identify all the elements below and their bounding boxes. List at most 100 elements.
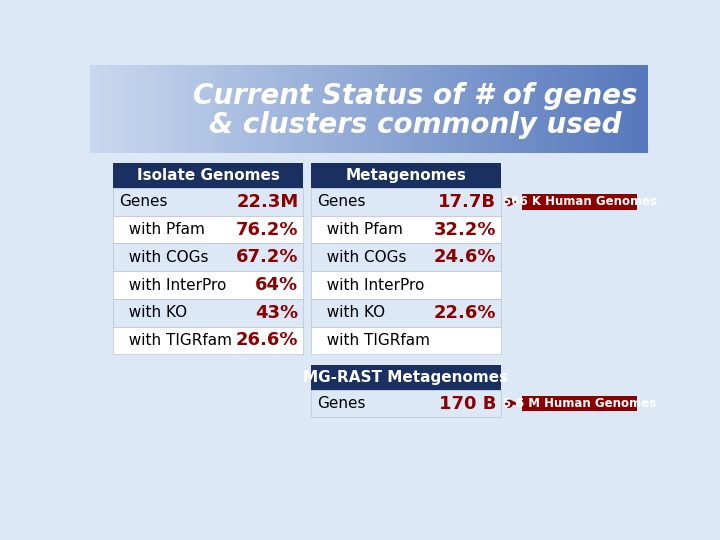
Text: 566 K Human Genomes: 566 K Human Genomes bbox=[503, 195, 657, 208]
Bar bbox=[366, 65, 369, 153]
Bar bbox=[104, 65, 107, 153]
Bar bbox=[615, 65, 617, 153]
Text: 22.6%: 22.6% bbox=[433, 303, 496, 322]
Bar bbox=[221, 65, 224, 153]
Bar bbox=[609, 65, 612, 153]
Bar bbox=[129, 65, 132, 153]
Bar bbox=[143, 65, 145, 153]
Text: with TIGRfam: with TIGRfam bbox=[317, 333, 430, 348]
Bar bbox=[138, 65, 140, 153]
Text: with TIGRfam: with TIGRfam bbox=[120, 333, 233, 348]
Bar bbox=[386, 65, 389, 153]
Bar bbox=[508, 65, 511, 153]
Text: 5.6 M Human Genomes: 5.6 M Human Genomes bbox=[503, 397, 657, 410]
Bar bbox=[453, 65, 456, 153]
Bar bbox=[311, 244, 500, 271]
Bar bbox=[282, 65, 285, 153]
Bar bbox=[99, 65, 101, 153]
Bar bbox=[567, 65, 570, 153]
Bar bbox=[550, 65, 553, 153]
Bar bbox=[617, 65, 620, 153]
Bar bbox=[584, 65, 587, 153]
Bar bbox=[520, 65, 523, 153]
Bar bbox=[240, 65, 243, 153]
Bar bbox=[193, 65, 196, 153]
Text: 76.2%: 76.2% bbox=[236, 220, 299, 239]
Bar bbox=[523, 194, 637, 210]
Bar bbox=[113, 244, 303, 271]
Bar bbox=[246, 65, 249, 153]
Bar bbox=[124, 65, 126, 153]
Bar bbox=[338, 65, 341, 153]
Bar bbox=[274, 65, 277, 153]
Bar bbox=[352, 65, 355, 153]
Bar bbox=[101, 65, 104, 153]
Bar bbox=[536, 65, 539, 153]
Bar bbox=[182, 65, 185, 153]
Bar bbox=[322, 65, 324, 153]
Bar bbox=[109, 65, 112, 153]
Bar bbox=[113, 215, 303, 244]
Bar bbox=[498, 65, 500, 153]
Bar bbox=[531, 65, 534, 153]
Bar bbox=[511, 65, 514, 153]
Bar bbox=[637, 65, 639, 153]
Bar bbox=[260, 65, 263, 153]
Bar bbox=[316, 65, 319, 153]
Bar bbox=[280, 65, 282, 153]
Bar bbox=[422, 65, 425, 153]
Bar bbox=[204, 65, 207, 153]
Bar bbox=[171, 65, 174, 153]
Bar bbox=[397, 65, 400, 153]
Text: 22.3M: 22.3M bbox=[236, 193, 299, 211]
Bar bbox=[575, 65, 578, 153]
Bar bbox=[196, 65, 199, 153]
Bar bbox=[459, 65, 461, 153]
Text: 17.7B: 17.7B bbox=[438, 193, 496, 211]
Bar bbox=[361, 65, 364, 153]
Bar bbox=[311, 327, 500, 354]
Bar bbox=[581, 65, 584, 153]
Bar bbox=[564, 65, 567, 153]
Bar bbox=[305, 65, 307, 153]
Bar bbox=[489, 65, 492, 153]
Bar bbox=[311, 365, 500, 390]
Text: 43%: 43% bbox=[256, 303, 299, 322]
Bar bbox=[626, 65, 629, 153]
Bar bbox=[642, 65, 645, 153]
Bar bbox=[174, 65, 176, 153]
Bar bbox=[160, 65, 163, 153]
Bar bbox=[645, 65, 648, 153]
Bar bbox=[330, 65, 333, 153]
Bar bbox=[311, 164, 500, 188]
Bar bbox=[587, 65, 590, 153]
Bar bbox=[428, 65, 431, 153]
Text: Metagenomes: Metagenomes bbox=[346, 168, 467, 183]
Text: 24.6%: 24.6% bbox=[433, 248, 496, 266]
Bar bbox=[154, 65, 157, 153]
Text: 64%: 64% bbox=[256, 276, 299, 294]
Bar bbox=[631, 65, 634, 153]
Bar bbox=[629, 65, 631, 153]
Bar bbox=[447, 65, 450, 153]
Bar bbox=[456, 65, 458, 153]
Bar bbox=[358, 65, 361, 153]
Bar bbox=[464, 65, 467, 153]
Text: with InterPro: with InterPro bbox=[120, 278, 227, 293]
Bar bbox=[364, 65, 366, 153]
Bar bbox=[514, 65, 517, 153]
Bar bbox=[467, 65, 469, 153]
Bar bbox=[572, 65, 575, 153]
Bar bbox=[450, 65, 453, 153]
Bar bbox=[472, 65, 475, 153]
Bar bbox=[528, 65, 531, 153]
Bar bbox=[389, 65, 392, 153]
Bar bbox=[475, 65, 478, 153]
Bar bbox=[269, 65, 271, 153]
Bar bbox=[113, 271, 303, 299]
Bar bbox=[556, 65, 559, 153]
Bar bbox=[243, 65, 246, 153]
Bar bbox=[266, 65, 269, 153]
Text: Genes: Genes bbox=[317, 396, 366, 411]
Bar bbox=[590, 65, 593, 153]
